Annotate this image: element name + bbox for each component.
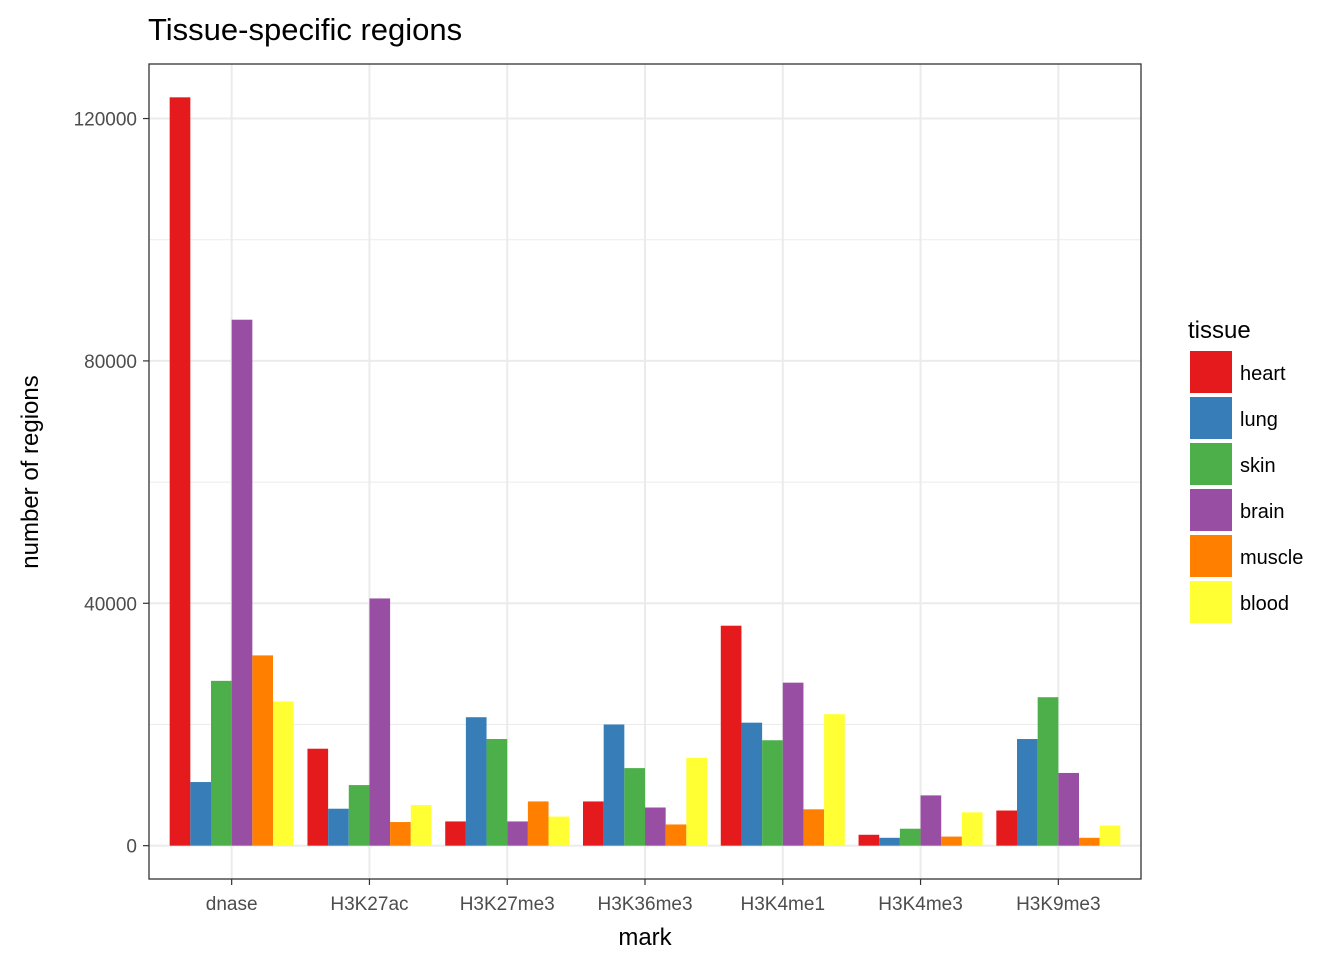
bar-brain-H3K4me1 [782, 682, 804, 846]
bar-brain-H3K4me3 [920, 795, 942, 846]
legend-key-lung [1190, 397, 1232, 439]
legend-key-brain [1190, 489, 1232, 531]
legend-label-blood: blood [1240, 593, 1289, 615]
y-tick-label: 40000 [84, 594, 137, 615]
bar-heart-H3K9me3 [996, 810, 1017, 846]
bar-lung-H3K36me3 [603, 724, 625, 846]
x-tick-label: H3K27me3 [460, 894, 555, 915]
bar-blood-H3K27me3 [548, 816, 570, 846]
y-tick-label: 120000 [74, 110, 137, 131]
bar-muscle-H3K27ac [390, 822, 411, 846]
bar-muscle-H3K4me3 [941, 836, 962, 846]
y-tick-label: 80000 [84, 352, 137, 373]
x-tick-label: H3K4me1 [741, 894, 826, 915]
bar-brain-H3K27me3 [507, 821, 528, 846]
legend-key-muscle [1190, 535, 1232, 577]
bar-muscle-H3K4me1 [803, 809, 825, 846]
bar-brain-H3K27ac [369, 598, 391, 846]
bar-skin-H3K4me1 [762, 740, 783, 846]
x-tick-label: H3K9me3 [1016, 894, 1101, 915]
bar-brain-dnase [231, 319, 253, 846]
bar-brain-H3K36me3 [645, 807, 666, 846]
x-axis-label: mark [618, 924, 672, 951]
x-tick-label: H3K36me3 [597, 894, 692, 915]
bar-blood-H3K4me3 [961, 812, 983, 846]
legend-label-brain: brain [1240, 501, 1284, 523]
legend-label-muscle: muscle [1240, 547, 1303, 569]
y-tick-label: 0 [126, 837, 137, 858]
bar-blood-H3K4me1 [824, 714, 845, 846]
x-axis: dnase H3K27ac H3K27me3 H3K36me3 H3K4me1 H3K4m… [206, 879, 1101, 915]
bar-muscle-H3K9me3 [1079, 837, 1100, 846]
bar-skin-H3K27ac [348, 785, 370, 846]
legend-key-skin [1190, 443, 1232, 485]
legend-label-lung: lung [1240, 409, 1278, 431]
bar-heart-H3K4me3 [858, 834, 880, 846]
bar-skin-H3K27me3 [486, 739, 508, 846]
bar-blood-dnase [273, 701, 294, 846]
bar-blood-H3K27ac [410, 805, 432, 846]
chart-title: Tissue-specific regions [148, 12, 462, 47]
bar-heart-H3K27ac [307, 748, 329, 846]
bar-lung-H3K27me3 [465, 717, 487, 846]
bars [169, 97, 1121, 846]
bar-lung-H3K4me1 [741, 722, 763, 846]
bar-blood-H3K36me3 [686, 757, 707, 846]
x-tick-label: H3K4me3 [878, 894, 963, 915]
bar-lung-H3K9me3 [1017, 739, 1038, 846]
x-tick-label: dnase [206, 894, 258, 915]
legend-label-heart: heart [1240, 363, 1286, 385]
bar-muscle-H3K36me3 [665, 824, 687, 846]
x-tick-label: H3K27ac [330, 894, 408, 915]
bar-lung-H3K4me3 [879, 837, 900, 846]
legend-key-heart [1190, 351, 1232, 393]
legend-key-blood [1190, 581, 1232, 623]
bar-heart-H3K36me3 [583, 801, 604, 846]
y-axis-label: number of regions [17, 375, 44, 568]
legend-title: tissue [1188, 317, 1251, 344]
bar-skin-H3K4me3 [899, 828, 921, 846]
bar-blood-H3K9me3 [1099, 825, 1121, 846]
bar-heart-H3K27me3 [445, 821, 466, 846]
bar-heart-H3K4me1 [720, 625, 742, 846]
bar-lung-dnase [190, 782, 211, 846]
grid-lines [149, 64, 1141, 879]
bar-skin-H3K9me3 [1037, 697, 1059, 846]
legend: heart lung skin brain muscle blood [1190, 351, 1303, 623]
bar-lung-H3K27ac [328, 808, 349, 846]
legend-label-skin: skin [1240, 455, 1276, 477]
bar-skin-H3K36me3 [624, 768, 645, 846]
bar-brain-H3K9me3 [1058, 772, 1079, 846]
y-axis: 0 40000 80000 120000 [74, 110, 149, 858]
bar-muscle-dnase [252, 655, 273, 846]
bar-muscle-H3K27me3 [527, 801, 549, 846]
bar-skin-dnase [211, 680, 232, 846]
bar-heart-dnase [169, 97, 191, 846]
